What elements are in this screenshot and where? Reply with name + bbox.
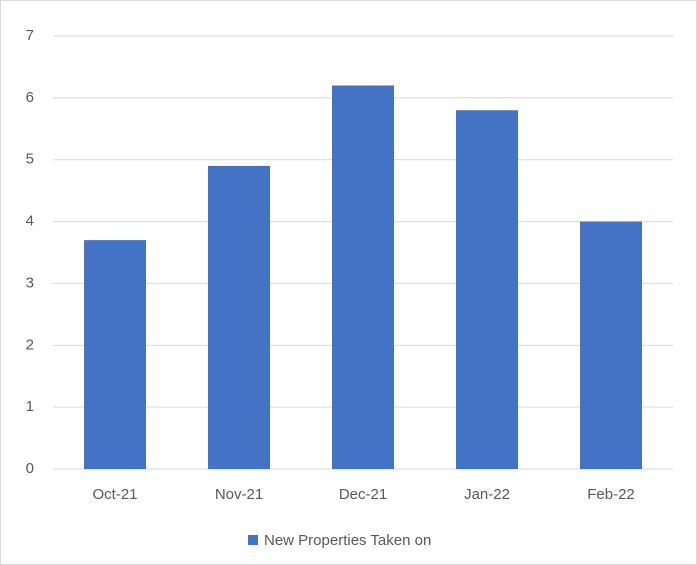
legend-swatch: [248, 535, 258, 545]
y-tick-label: 3: [26, 274, 34, 291]
y-tick-label: 0: [26, 460, 34, 477]
y-tick-label: 1: [26, 398, 34, 415]
y-tick-label: 5: [26, 151, 34, 168]
bar: [456, 110, 518, 469]
bar: [208, 165, 270, 469]
x-tick-label: Oct-21: [92, 486, 137, 503]
y-tick-label: 7: [26, 27, 34, 44]
y-tick-label: 2: [26, 336, 34, 353]
bar: [332, 85, 394, 469]
x-tick-label: Nov-21: [215, 486, 263, 503]
x-tick-label: Dec-21: [339, 486, 387, 503]
bar: [580, 221, 642, 469]
bar: [84, 240, 146, 469]
y-tick-label: 6: [26, 89, 34, 106]
x-tick-label: Jan-22: [464, 486, 510, 503]
x-tick-label: Feb-22: [587, 486, 635, 503]
y-tick-label: 4: [26, 213, 34, 230]
legend-label: New Properties Taken on: [264, 532, 431, 549]
